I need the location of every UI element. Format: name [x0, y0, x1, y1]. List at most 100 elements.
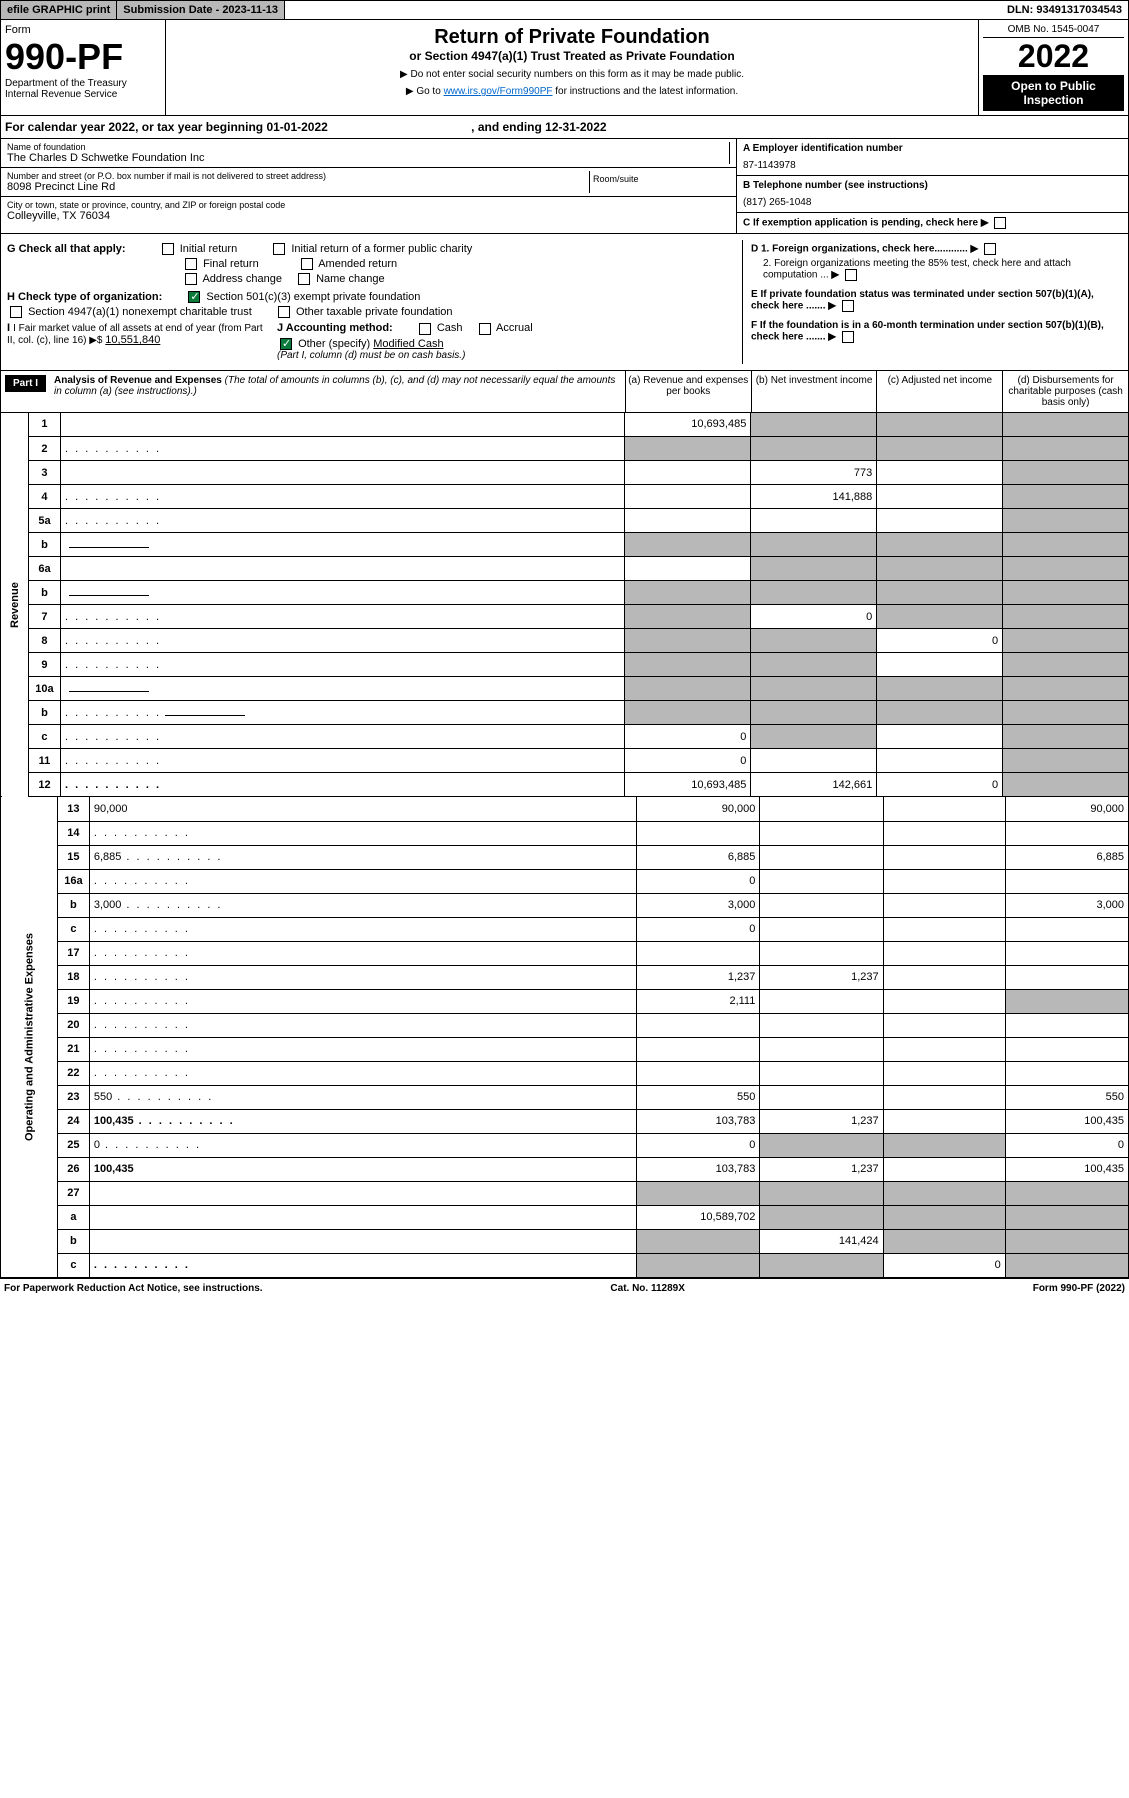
- value-cell-d: [1003, 605, 1129, 629]
- d2-label: 2. Foreign organizations meeting the 85%…: [763, 258, 1071, 281]
- calendar-year-line: For calendar year 2022, or tax year begi…: [0, 116, 1129, 139]
- irs-label: Internal Revenue Service: [5, 89, 161, 100]
- g-label: G Check all that apply:: [7, 243, 126, 255]
- value-cell-b: [760, 1085, 883, 1109]
- table-row: 23550550550: [1, 1085, 1129, 1109]
- addr-change-cb[interactable]: [185, 273, 197, 285]
- value-cell-b: [760, 1253, 883, 1277]
- value-cell-d: [1003, 629, 1129, 653]
- value-cell-c: [877, 749, 1003, 773]
- line-description: [60, 557, 624, 581]
- table-row: b: [1, 533, 1129, 557]
- other-taxable-cb[interactable]: [278, 306, 290, 318]
- form-link[interactable]: www.irs.gov/Form990PF: [444, 86, 553, 97]
- foreign-org-cb[interactable]: [984, 243, 996, 255]
- h-label: H Check type of organization:: [7, 291, 162, 303]
- value-cell-b: [760, 1205, 883, 1229]
- value-cell-c: 0: [883, 1253, 1005, 1277]
- foundation-name: The Charles D Schwetke Foundation Inc: [7, 152, 729, 164]
- phone-label: B Telephone number (see instructions): [743, 180, 1122, 191]
- value-cell-a: [625, 629, 751, 653]
- table-row: Operating and Administrative Expenses139…: [1, 797, 1129, 821]
- 4947-cb[interactable]: [10, 306, 22, 318]
- 60month-cb[interactable]: [842, 331, 854, 343]
- accrual-cb[interactable]: [479, 323, 491, 335]
- line-number: b: [58, 1229, 90, 1253]
- revenue-table: Revenue110,693,485237734141,8885ab6ab708…: [0, 413, 1129, 798]
- line-number: b: [28, 581, 60, 605]
- e-label: E If private foundation status was termi…: [751, 289, 1094, 312]
- i-label: I: [7, 322, 10, 334]
- line-description: [89, 1061, 636, 1085]
- table-row: a10,589,702: [1, 1205, 1129, 1229]
- value-cell-b: [760, 941, 883, 965]
- j-label: J Accounting method:: [277, 322, 393, 334]
- final-return-cb[interactable]: [185, 258, 197, 270]
- table-row: c0: [1, 917, 1129, 941]
- cash-cb[interactable]: [419, 323, 431, 335]
- value-cell-c: [883, 917, 1005, 941]
- line-description: [89, 989, 636, 1013]
- value-cell-a: 0: [636, 869, 760, 893]
- value-cell-c: [877, 605, 1003, 629]
- top-bar: efile GRAPHIC print Submission Date - 20…: [0, 0, 1129, 20]
- value-cell-d: [1003, 485, 1129, 509]
- value-cell-d: [1005, 941, 1128, 965]
- line-number: 22: [58, 1061, 90, 1085]
- value-cell-a: 2,111: [636, 989, 760, 1013]
- line-description: [89, 1037, 636, 1061]
- value-cell-b: 0: [751, 605, 877, 629]
- line-number: 10a: [28, 677, 60, 701]
- form-title: Return of Private Foundation: [172, 26, 972, 49]
- table-row: 156,8856,8856,885: [1, 845, 1129, 869]
- line-description: [60, 677, 624, 701]
- line-number: b: [28, 701, 60, 725]
- value-cell-c: [883, 1109, 1005, 1133]
- line-description: [60, 533, 624, 557]
- exemption-checkbox[interactable]: [994, 217, 1006, 229]
- efile-button[interactable]: efile GRAPHIC print: [1, 1, 117, 19]
- value-cell-b: [751, 725, 877, 749]
- value-cell-c: [883, 1085, 1005, 1109]
- value-cell-a: 103,783: [636, 1109, 760, 1133]
- line-description: 0: [89, 1133, 636, 1157]
- 85pct-cb[interactable]: [845, 269, 857, 281]
- line-number: 18: [58, 965, 90, 989]
- initial-former-cb[interactable]: [273, 243, 285, 255]
- value-cell-d: [1005, 1181, 1128, 1205]
- entity-info: Name of foundation The Charles D Schwetk…: [0, 139, 1129, 234]
- line-number: 3: [28, 461, 60, 485]
- table-row: 192,111: [1, 989, 1129, 1013]
- j3-label: Other (specify): [298, 338, 370, 350]
- value-cell-c: [877, 557, 1003, 581]
- initial-return-cb[interactable]: [162, 243, 174, 255]
- value-cell-c: [883, 1061, 1005, 1085]
- line-number: 16a: [58, 869, 90, 893]
- terminated-cb[interactable]: [842, 300, 854, 312]
- name-change-cb[interactable]: [298, 273, 310, 285]
- j1-label: Cash: [437, 322, 463, 334]
- arrow-icon: ▶: [981, 218, 989, 229]
- line-number: 15: [58, 845, 90, 869]
- value-cell-b: [760, 797, 883, 821]
- value-cell-c: [877, 461, 1003, 485]
- value-cell-d: [1005, 821, 1128, 845]
- line-description: [60, 653, 624, 677]
- 501c3-cb[interactable]: [188, 291, 200, 303]
- line-description: 100,435: [89, 1157, 636, 1181]
- line-number: b: [58, 893, 90, 917]
- line-number: b: [28, 533, 60, 557]
- table-row: 70: [1, 605, 1129, 629]
- other-method-cb[interactable]: [280, 338, 292, 350]
- line-description: [89, 941, 636, 965]
- cal-pre: For calendar year 2022, or tax year begi…: [5, 120, 328, 134]
- line-description: [89, 1205, 636, 1229]
- value-cell-a: [625, 701, 751, 725]
- table-row: c0: [1, 1253, 1129, 1277]
- name-label: Name of foundation: [7, 142, 729, 152]
- line-number: 7: [28, 605, 60, 629]
- value-cell-c: [883, 869, 1005, 893]
- line-description: 6,885: [89, 845, 636, 869]
- value-cell-c: [883, 1229, 1005, 1253]
- amended-cb[interactable]: [301, 258, 313, 270]
